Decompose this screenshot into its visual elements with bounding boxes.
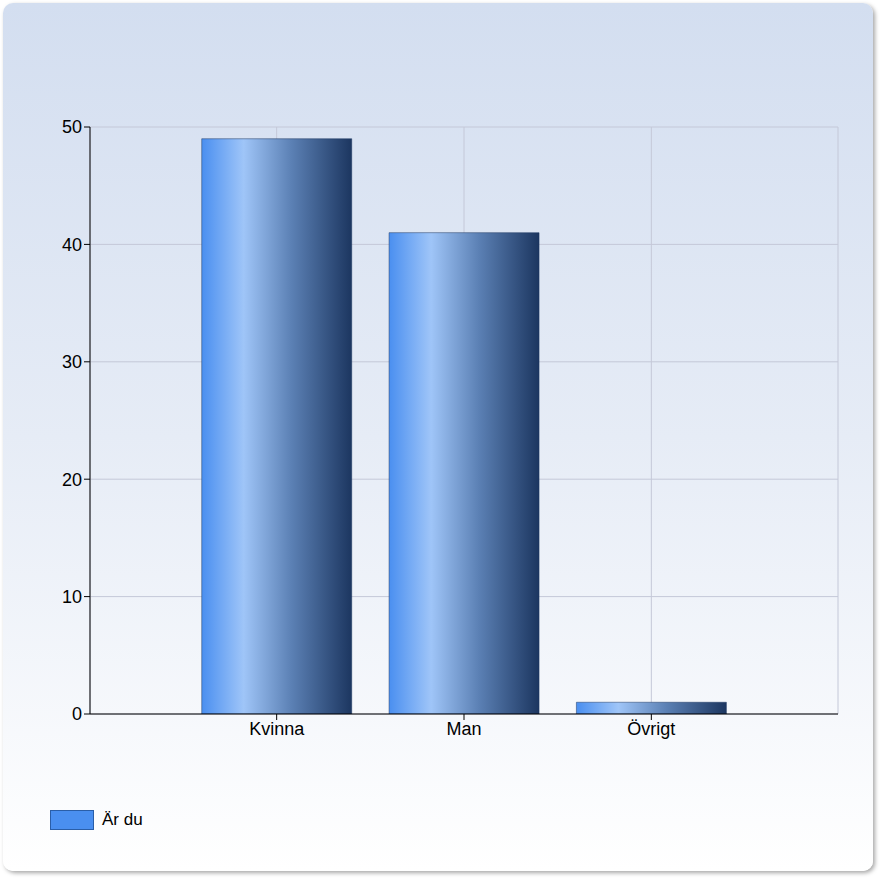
svg-text:10: 10	[62, 587, 82, 607]
html-text:Är du: Är du	[102, 810, 143, 829]
svg-text:30: 30	[62, 352, 82, 372]
svg-text:Man: Man	[446, 719, 481, 739]
svg-text:50: 50	[62, 117, 82, 137]
svg-text:40: 40	[62, 235, 82, 255]
svg-text:20: 20	[62, 470, 82, 490]
svg-text:Kvinna: Kvinna	[249, 719, 305, 739]
svg-text:Övrigt: Övrigt	[627, 719, 675, 739]
svg-text:0: 0	[72, 704, 82, 724]
